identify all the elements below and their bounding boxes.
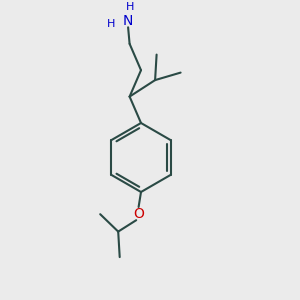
Text: N: N [123,14,133,28]
Text: H: H [126,2,135,12]
Text: O: O [133,207,144,220]
Text: H: H [106,19,115,29]
